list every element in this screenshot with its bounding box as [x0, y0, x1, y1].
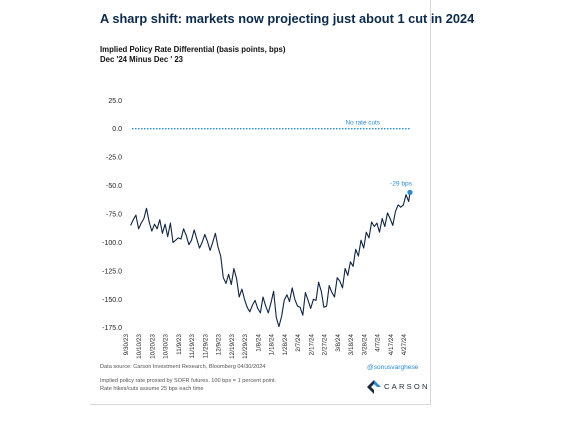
- y-tick-label: -50.0: [106, 183, 122, 190]
- x-tick-label: 1/8/24: [255, 334, 262, 352]
- source-note: Data source: Carson Investment Research,…: [100, 364, 266, 370]
- line-chart: 25.0 0.0 -25.0 -50.0 -75.0 -100.0 -125.0 -150.0…: [102, 98, 413, 359]
- x-tick-label: 9/30/23: [123, 334, 130, 356]
- rate-differential-line: [130, 192, 411, 328]
- subtitle-line-2: Dec '24 Minus Dec ' 23: [100, 55, 184, 64]
- end-point-marker: [407, 189, 413, 195]
- y-tick-label: -25.0: [106, 155, 122, 162]
- chart-subtitle: Implied Policy Rate Differential (basis …: [100, 45, 420, 65]
- x-tick-label: 11/9/23: [176, 334, 183, 355]
- x-tick-label: 10/30/23: [163, 334, 170, 359]
- footnote-1: Implied policy rate proxied by SOFR futu…: [100, 378, 277, 384]
- y-tick-label: 25.0: [108, 98, 122, 105]
- logo-text: CARSON: [384, 382, 430, 391]
- x-tick-label: 3/28/24: [361, 334, 368, 356]
- x-tick-label: 10/10/23: [136, 334, 143, 359]
- x-tick-label: 10/20/23: [149, 334, 156, 359]
- x-tick-label: 12/29/23: [242, 334, 249, 359]
- x-tick-label: 11/19/23: [189, 334, 196, 359]
- x-tick-label: 3/18/24: [348, 334, 355, 356]
- x-tick-label: 2/7/24: [295, 334, 302, 352]
- chart-panel: [90, 0, 431, 405]
- footnote-2: Rate hikes/cuts assume 25 bps each time: [100, 386, 204, 392]
- x-tick-label: 12/9/23: [216, 334, 223, 356]
- end-value-label: -29 bps: [390, 180, 413, 187]
- x-tick-label: 12/19/23: [229, 334, 236, 359]
- carson-logo: CARSON: [367, 380, 430, 394]
- y-tick-label: -100.0: [102, 240, 122, 247]
- carson-logo-icon: [367, 380, 381, 394]
- y-tick-label: -75.0: [106, 212, 122, 219]
- y-tick-label: -175.0: [102, 325, 122, 332]
- x-tick-label: 11/29/23: [202, 334, 209, 359]
- subtitle-line-1: Implied Policy Rate Differential (basis …: [100, 45, 286, 54]
- y-tick-label: -125.0: [102, 268, 122, 275]
- x-tick-label: 4/7/24: [375, 334, 382, 352]
- x-tick-label: 2/17/24: [308, 334, 315, 356]
- x-tick-label: 4/17/24: [388, 334, 395, 356]
- y-tick-label: 0.0: [112, 126, 122, 133]
- y-tick-label: -150.0: [102, 297, 122, 304]
- x-tick-label: 2/27/24: [322, 334, 329, 356]
- social-handle[interactable]: @sonusvarghese: [367, 364, 419, 371]
- no-rate-cuts-label: No rate cuts: [346, 120, 380, 127]
- x-tick-label: 1/18/24: [269, 334, 276, 356]
- headline: A sharp shift: markets now projecting ju…: [100, 11, 475, 26]
- x-tick-label: 4/27/24: [401, 334, 408, 356]
- x-tick-label: 1/28/24: [282, 334, 289, 356]
- x-tick-label: 3/8/24: [335, 334, 342, 352]
